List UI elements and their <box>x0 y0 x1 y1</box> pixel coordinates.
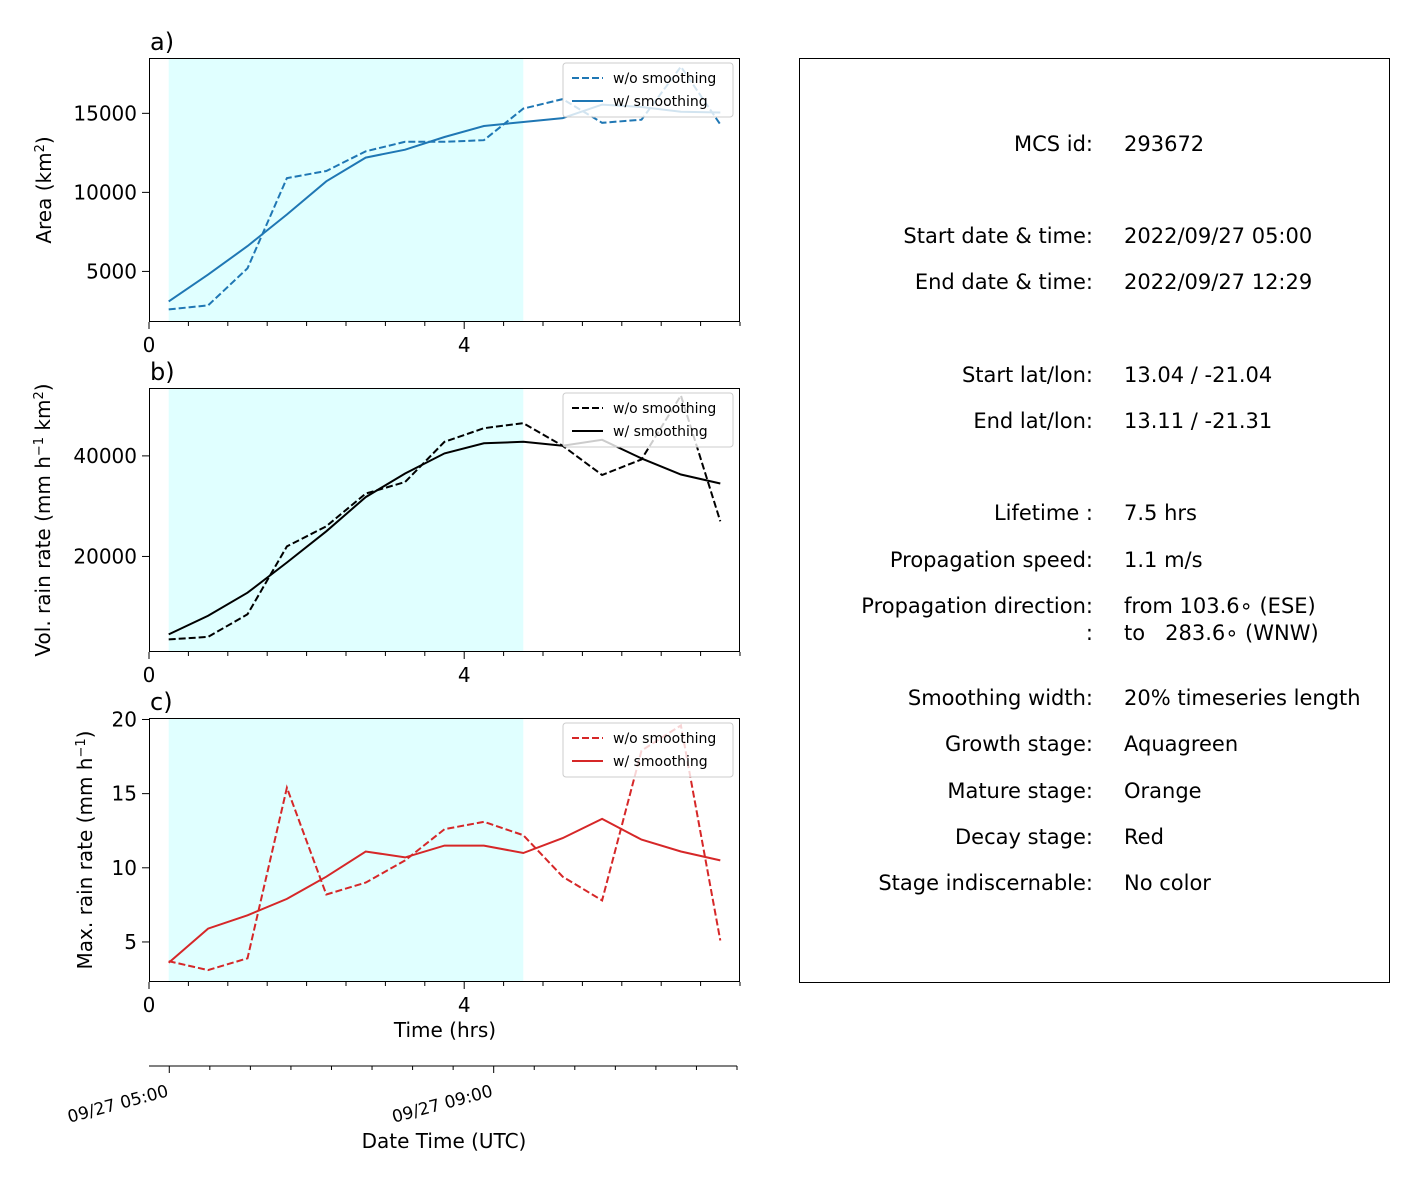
panel-a-label: a) <box>150 28 174 56</box>
panel-a-y-tick-label: 10000 <box>73 180 137 204</box>
info-value: 13.04 / -21.04 <box>1124 363 1272 387</box>
datetime-axis: Date Time (UTC) 09/27 05:00 09/27 09:00 <box>66 1065 738 1153</box>
info-value: Aquagreen <box>1124 732 1238 756</box>
info-value: to 283.6∘ (WNW) <box>1124 621 1319 645</box>
panel-c-maxrain: c) Max. rain rate (mm h−1) Time (hrs) 0 4… <box>73 688 741 1042</box>
panel-b-y-tick-label: 20000 <box>73 544 137 568</box>
info-key: Start date & time: <box>903 224 1093 248</box>
panel-b-frame <box>149 388 740 652</box>
info-value: 293672 <box>1124 132 1204 156</box>
panel-b-series-smoothed-line <box>168 438 721 636</box>
panel-c-x-tick-label: 4 <box>458 993 471 1017</box>
info-value: 2022/09/27 05:00 <box>1124 224 1312 248</box>
info-value: 1.1 m/s <box>1124 548 1203 572</box>
panel-c-y-tick-label: 20 <box>112 707 137 731</box>
panel-c-series-unsmoothed-line <box>168 723 722 972</box>
info-key: End lat/lon: <box>973 409 1093 433</box>
panel-a-area: a) Area (km2) 0 4 5000 10000 15000 w/o smooth… <box>32 28 741 357</box>
info-key: Stage indiscernable: <box>878 871 1093 895</box>
datetime-tick-label: 09/27 05:00 <box>66 1082 171 1128</box>
panel-a-legend-box <box>562 62 734 118</box>
panel-c-y-tick-label: 15 <box>112 782 137 806</box>
info-value: 2022/09/27 12:29 <box>1124 270 1312 294</box>
info-key: Propagation direction: <box>861 594 1093 618</box>
panel-b-x-tick-label: 0 <box>143 663 156 687</box>
info-key: Lifetime : <box>994 501 1093 525</box>
panel-a-x-tick-label: 0 <box>143 333 156 357</box>
datetime-axis-label: Date Time (UTC) <box>362 1129 527 1153</box>
panel-a-legend-label: w/ smoothing <box>613 94 708 110</box>
panel-b-y-tick-label: 40000 <box>73 444 137 468</box>
info-key: Smoothing width: <box>908 686 1093 710</box>
panel-a-legend: w/o smoothing w/ smoothing <box>562 62 734 118</box>
panel-c-ylabel: Max. rain rate (mm h−1) <box>73 731 97 970</box>
panel-b-label: b) <box>150 358 175 386</box>
datetime-tick-label: 09/27 09:00 <box>390 1082 495 1128</box>
info-key: Mature stage: <box>947 779 1093 803</box>
panel-c-series-smoothed-line <box>168 817 721 964</box>
info-key: Start lat/lon: <box>962 363 1093 387</box>
panel-a-ylabel: Area (km2) <box>32 136 56 243</box>
panel-c-x-tick-label: 0 <box>143 993 156 1017</box>
panel-a-x-tick-label: 4 <box>458 333 471 357</box>
panel-b-legend-label: w/o smoothing <box>613 401 716 417</box>
info-key: Propagation speed: <box>890 548 1093 572</box>
info-box-rows: MCS id: 293672 Start date & time: 2022/09/2… <box>861 132 1360 895</box>
info-key: Growth stage: <box>945 732 1093 756</box>
info-key: : <box>1086 621 1093 645</box>
panel-a-growth-shade <box>168 58 524 322</box>
info-value: 20% timeseries length <box>1124 686 1361 710</box>
info-value: Orange <box>1124 779 1202 803</box>
panel-c-legend: w/o smoothing w/ smoothing <box>562 722 734 778</box>
info-box <box>799 58 1390 983</box>
panel-c-y-tick-label: 10 <box>112 856 137 880</box>
panel-a-legend-label: w/o smoothing <box>613 71 716 87</box>
panel-b-volrain: b) Vol. rain rate (mm h−1 km2) 0 4 20000 40… <box>31 358 741 687</box>
panel-a-frame <box>149 58 740 322</box>
panel-c-xlabel: Time (hrs) <box>393 1018 496 1042</box>
panel-b-series-unsmoothed-line <box>168 393 722 641</box>
panel-b-ylabel: Vol. rain rate (mm h−1 km2) <box>31 383 55 656</box>
panel-a-y-tick-label: 5000 <box>86 259 137 283</box>
panel-a-series-unsmoothed-line <box>168 64 722 311</box>
panel-c-legend-label: w/o smoothing <box>613 731 716 747</box>
info-value: No color <box>1124 871 1211 895</box>
info-key: Decay stage: <box>955 825 1093 849</box>
panel-c-legend-box <box>562 722 734 778</box>
panel-b-legend-label: w/ smoothing <box>613 424 708 440</box>
panel-c-growth-shade <box>168 718 524 982</box>
info-value: Red <box>1124 825 1164 849</box>
panel-b-x-tick-label: 4 <box>458 663 471 687</box>
info-key: MCS id: <box>1014 132 1093 156</box>
info-key: End date & time: <box>915 270 1093 294</box>
panel-c-frame <box>149 718 740 982</box>
panel-b-legend: w/o smoothing w/ smoothing <box>562 392 734 448</box>
panel-b-growth-shade <box>168 388 524 652</box>
panel-c-y-tick-label: 5 <box>124 930 137 954</box>
panel-a-y-tick-label: 15000 <box>73 101 137 125</box>
panel-c-label: c) <box>150 688 173 716</box>
info-value: from 103.6∘ (ESE) <box>1124 594 1316 618</box>
panel-c-legend-label: w/ smoothing <box>613 754 708 770</box>
info-value: 13.11 / -21.31 <box>1124 409 1272 433</box>
panel-b-legend-box <box>562 392 734 448</box>
info-value: 7.5 hrs <box>1124 501 1197 525</box>
